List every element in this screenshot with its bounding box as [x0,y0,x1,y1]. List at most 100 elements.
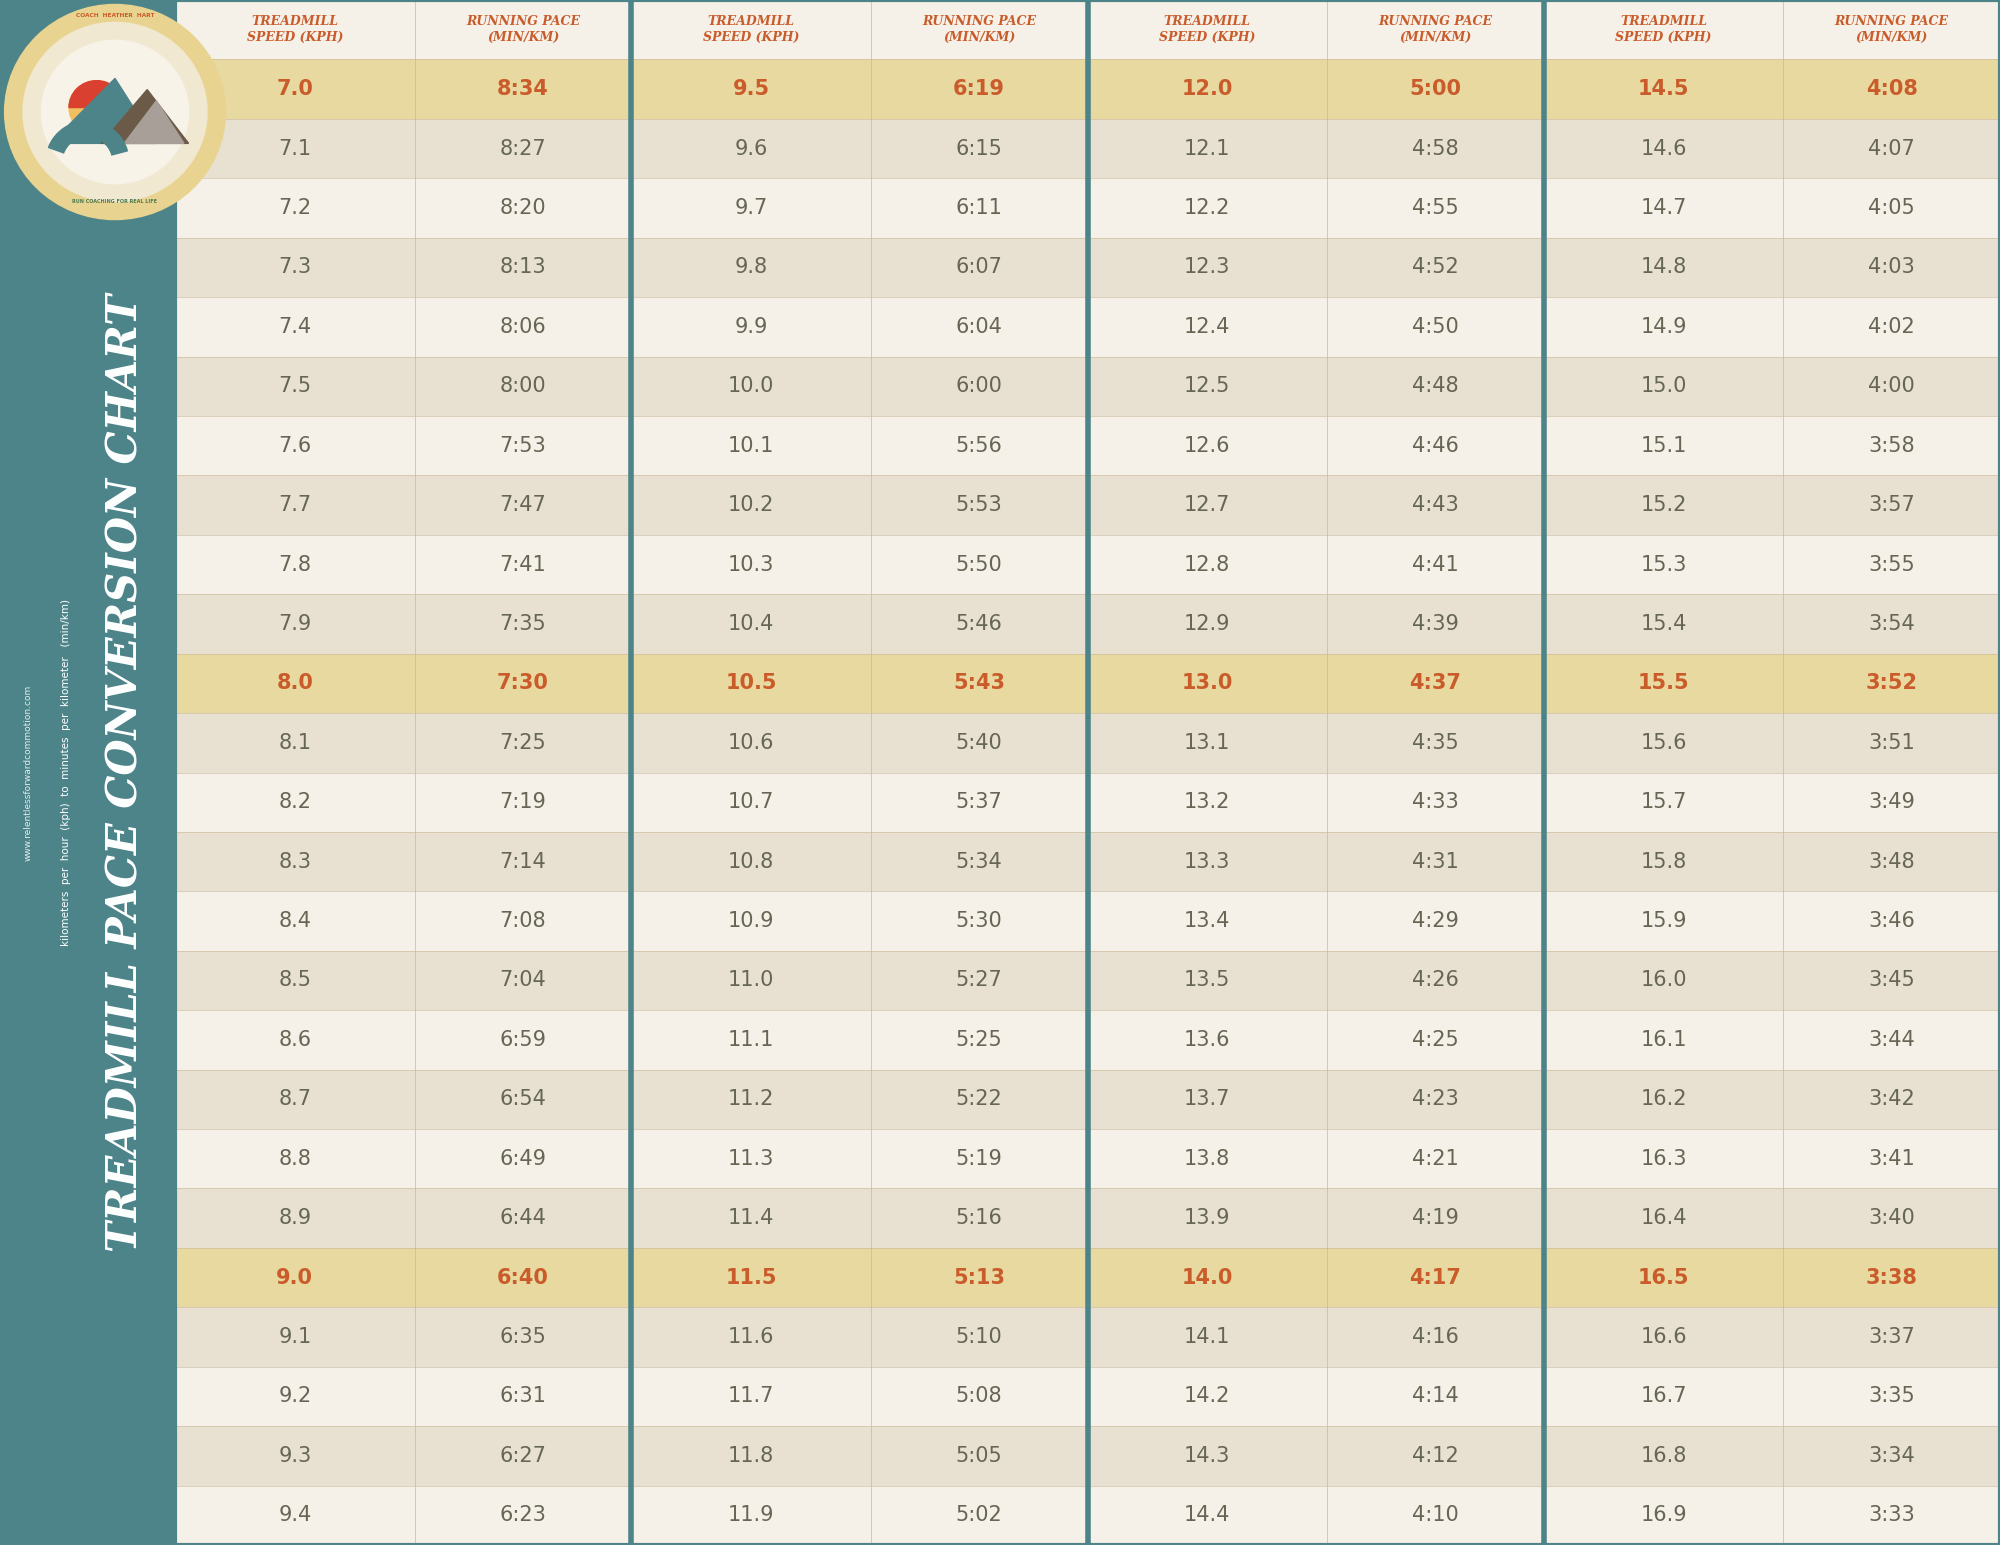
Bar [1328,595,1544,654]
Bar [176,1248,414,1307]
Bar [632,0,870,59]
Text: 12.7: 12.7 [1184,494,1230,514]
Bar [414,1307,632,1367]
Bar [1088,1188,1328,1248]
Text: 15.5: 15.5 [1638,674,1690,694]
Text: 3:58: 3:58 [1868,436,1914,456]
Text: 10.2: 10.2 [728,494,774,514]
Text: 13.2: 13.2 [1184,793,1230,813]
Text: RUN COACHING FOR REAL LIFE: RUN COACHING FOR REAL LIFE [72,199,158,204]
Bar [176,1129,414,1188]
Bar [1784,1069,2000,1129]
Bar [1328,1188,1544,1248]
Text: 6:27: 6:27 [500,1446,546,1466]
Bar [1784,476,2000,535]
Bar [632,714,870,772]
Bar [1544,297,1784,357]
Text: 4:43: 4:43 [1412,494,1458,514]
Text: 4:16: 4:16 [1412,1327,1458,1347]
Text: 4:35: 4:35 [1412,732,1458,752]
Text: 9.9: 9.9 [734,317,768,337]
Text: 14.1: 14.1 [1184,1327,1230,1347]
Circle shape [24,22,208,202]
Bar [1544,1248,1784,1307]
Bar [414,297,632,357]
Text: 7.8: 7.8 [278,555,312,575]
Bar [1784,1188,2000,1248]
Bar [632,1188,870,1248]
Text: 14.8: 14.8 [1640,258,1686,278]
Text: 4:29: 4:29 [1412,912,1458,932]
Bar [414,714,632,772]
Text: 6:35: 6:35 [500,1327,546,1347]
Bar [870,357,1088,416]
Text: 4:17: 4:17 [1410,1267,1462,1287]
Bar [1328,238,1544,297]
Bar [632,654,870,714]
Text: 14.4: 14.4 [1184,1505,1230,1525]
Text: 12.9: 12.9 [1184,613,1230,633]
Bar [870,297,1088,357]
Bar [1784,654,2000,714]
Text: 8.5: 8.5 [278,970,312,990]
Bar [1328,654,1544,714]
Text: 4:19: 4:19 [1412,1208,1458,1228]
Bar [414,1486,632,1545]
Text: 4:12: 4:12 [1412,1446,1458,1466]
Bar [632,1069,870,1129]
Wedge shape [48,121,128,154]
Bar [1088,178,1328,238]
Bar [1784,950,2000,1010]
Bar [176,1069,414,1129]
Bar [1328,714,1544,772]
Bar [870,1069,1088,1129]
Text: 8:20: 8:20 [500,198,546,218]
Bar [1784,772,2000,831]
Bar [632,772,870,831]
Bar [632,297,870,357]
Text: 11.9: 11.9 [728,1505,774,1525]
Bar [632,1248,870,1307]
Text: 13.1: 13.1 [1184,732,1230,752]
Bar [1088,1307,1328,1367]
Text: 5:50: 5:50 [956,555,1002,575]
Bar [1088,950,1328,1010]
Text: 5:25: 5:25 [956,1031,1002,1051]
Text: 10.5: 10.5 [726,674,776,694]
Bar [1328,0,1544,59]
Text: 11.0: 11.0 [728,970,774,990]
Bar [1328,59,1544,119]
Text: 15.6: 15.6 [1640,732,1686,752]
Text: 4:52: 4:52 [1412,258,1458,278]
Text: 16.1: 16.1 [1640,1031,1686,1051]
Bar [1784,1367,2000,1426]
Text: 12.3: 12.3 [1184,258,1230,278]
Text: 7.7: 7.7 [278,494,312,514]
Bar [1544,238,1784,297]
Polygon shape [50,79,156,144]
Text: 7.5: 7.5 [278,377,312,396]
Bar [1088,535,1328,595]
Text: 10.4: 10.4 [728,613,774,633]
Text: 12.6: 12.6 [1184,436,1230,456]
Bar [870,476,1088,535]
Text: RUNNING PACE
(MIN/KM): RUNNING PACE (MIN/KM) [466,15,580,45]
Bar [870,535,1088,595]
Text: 11.2: 11.2 [728,1089,774,1109]
Text: 8.2: 8.2 [278,793,312,813]
Bar [1544,1010,1784,1069]
Text: 6:15: 6:15 [956,139,1002,159]
Bar [1088,416,1328,476]
Bar [1544,476,1784,535]
Text: 7.3: 7.3 [278,258,312,278]
Bar [1544,0,1784,59]
Bar [414,357,632,416]
Text: 8.8: 8.8 [278,1149,312,1168]
Text: 12.2: 12.2 [1184,198,1230,218]
Bar [176,950,414,1010]
Bar [1784,1129,2000,1188]
Text: 5:53: 5:53 [956,494,1002,514]
Text: TREADMILL
SPEED (KPH): TREADMILL SPEED (KPH) [246,15,342,45]
Bar [870,1367,1088,1426]
Bar [1088,357,1328,416]
